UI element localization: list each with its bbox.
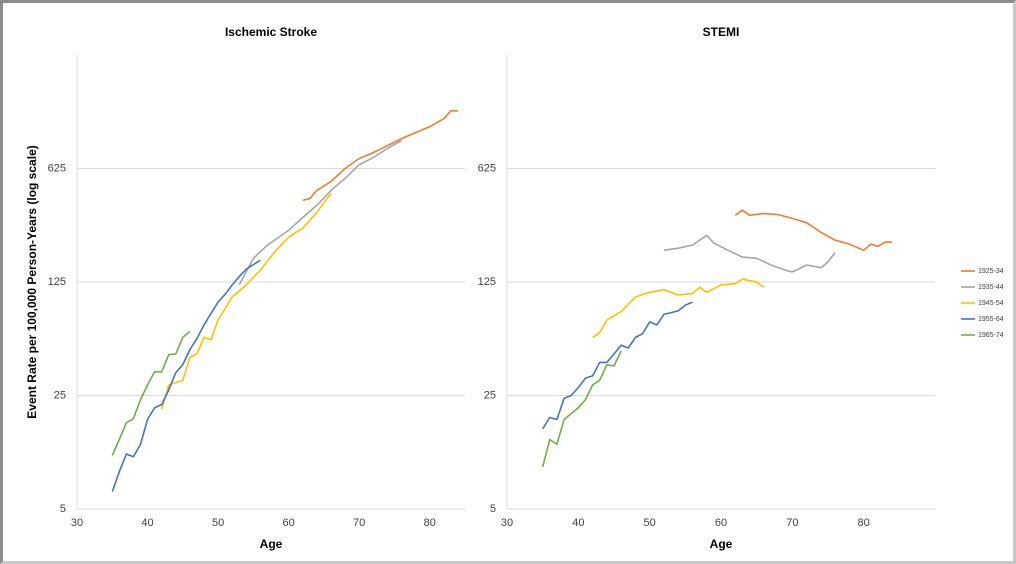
legend-label: 1965-74 [978,332,1004,339]
y-tick-label: 5 [60,503,66,515]
x-tick-label: 70 [786,517,798,529]
x-tick-label: 30 [71,517,83,529]
x-tick-label: 70 [353,517,365,529]
x-axis-label: Age [710,537,733,551]
legend-label: 1935-44 [978,284,1004,291]
chart-title: STEMI [703,25,740,39]
legend-label: 1955-64 [978,316,1004,323]
y-axis-label: Event Rate per 100,000 Person-Years (log… [25,145,39,418]
x-tick-label: 50 [644,517,656,529]
y-tick-label: 25 [484,389,496,401]
series-line [734,209,893,252]
y-tick-label: 625 [478,162,496,174]
y-tick-label: 125 [478,276,496,288]
legend-label: 1925-34 [978,268,1004,275]
series-line [160,192,332,410]
series-line [238,139,402,286]
x-tick-label: 80 [424,517,436,529]
series-line [541,350,622,468]
series-line [111,330,191,456]
series-line [542,301,693,430]
x-tick-label: 80 [858,517,870,529]
x-axis-label: Age [260,537,283,551]
y-tick-label: 625 [48,162,66,174]
chart: Ischemic Stroke 5 25 125 625 30 40 50 60 70 80 Age E… [25,25,1004,551]
legend: 1925-34 1935-44 1945-54 1955-64 1965-74 [961,268,1004,339]
chart-title: Ischemic Stroke [225,25,317,39]
x-tick-label: 40 [572,517,584,529]
series-line [592,278,765,339]
series-line [663,234,836,273]
x-tick-label: 60 [715,517,727,529]
y-tick-label: 125 [48,276,66,288]
x-tick-label: 60 [283,517,295,529]
series-line [111,259,261,492]
legend-label: 1945-54 [978,300,1004,307]
x-tick-label: 40 [141,517,153,529]
x-tick-label: 50 [212,517,224,529]
y-tick-label: 25 [54,389,66,401]
x-tick-label: 30 [501,517,513,529]
y-tick-label: 5 [490,503,496,515]
series-line [302,110,458,202]
